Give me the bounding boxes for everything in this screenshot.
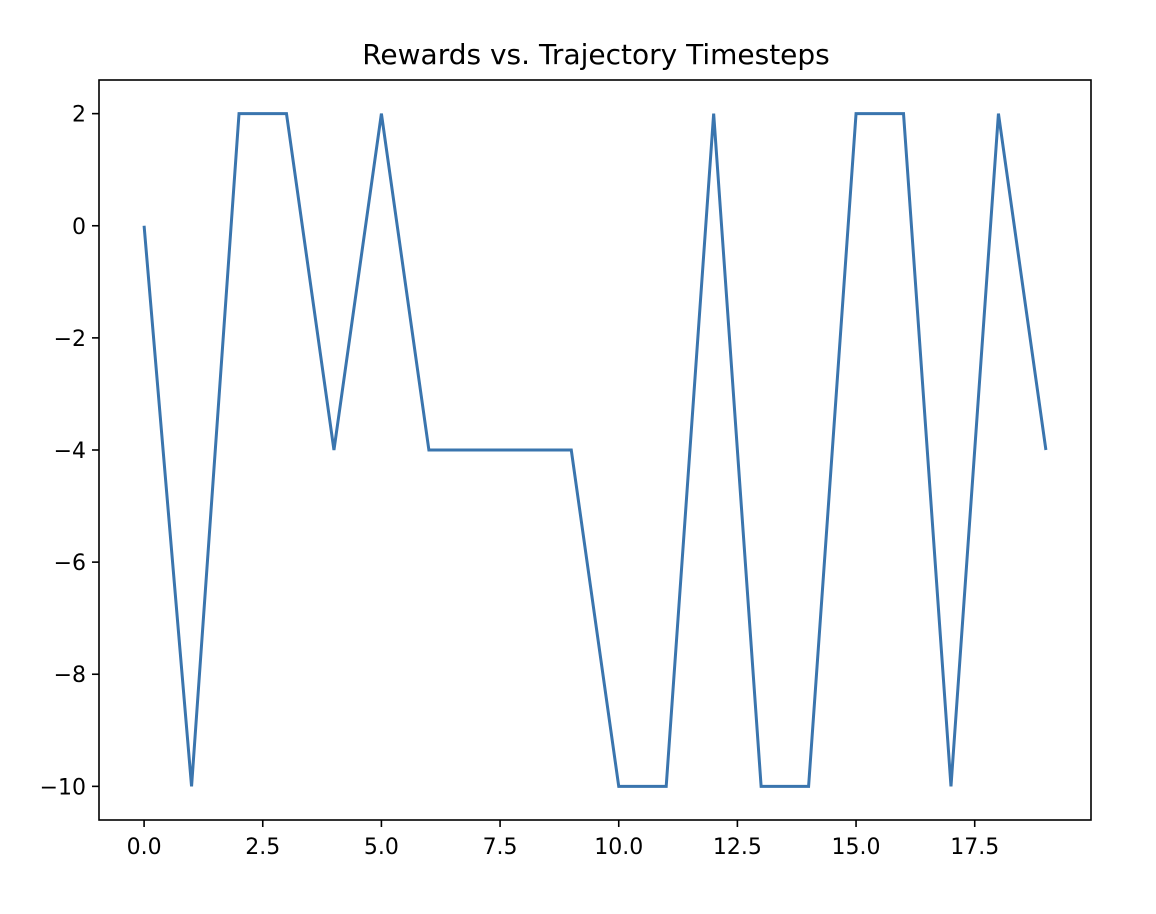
y-tick-label: −10 [40,775,86,800]
x-tick-label: 0.0 [127,835,162,860]
x-tick-label: 15.0 [832,835,881,860]
y-tick-label: −4 [54,439,86,464]
y-tick-label: −2 [54,327,86,352]
x-tick-label: 5.0 [364,835,399,860]
x-tick-label: 10.0 [594,835,643,860]
y-axis: 2 0 −2 −4 −6 −8 −10 [40,103,99,800]
x-tick-label: 12.5 [713,835,762,860]
series-line [142,112,1048,788]
chart-title: Rewards vs. Trajectory Timesteps [362,38,830,71]
x-tick-label: 7.5 [483,835,518,860]
y-tick-label: 2 [72,103,86,128]
y-tick-label: 0 [72,215,86,240]
x-tick-label: 17.5 [950,835,999,860]
y-tick-label: −8 [54,663,86,688]
plot-area [142,112,1048,788]
y-tick-label: −6 [54,551,86,576]
x-axis: 0.0 2.5 5.0 7.5 10.0 12.5 15.0 17.5 [127,820,999,860]
x-tick-label: 2.5 [245,835,280,860]
axes-frame [98,79,1092,821]
